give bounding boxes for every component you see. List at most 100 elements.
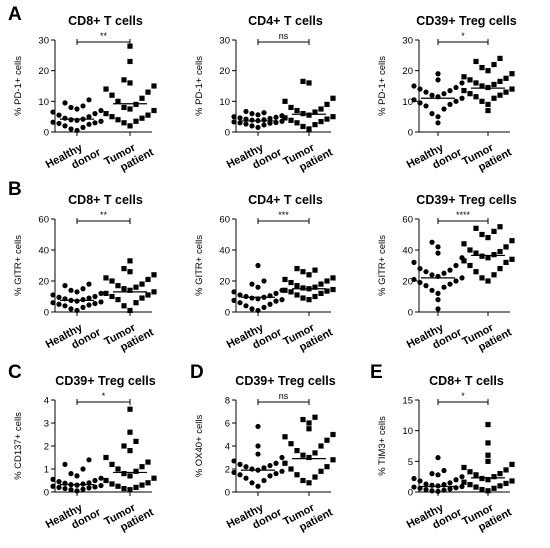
data-point-tumor	[145, 480, 151, 486]
data-point-tumor	[479, 231, 485, 238]
y-tick-label: 8	[225, 396, 230, 407]
data-point-healthy	[255, 443, 261, 449]
y-axis-label: % PD-1+ cells	[13, 56, 24, 116]
data-point-healthy	[273, 298, 279, 304]
data-point-healthy	[435, 297, 441, 303]
chart-title: CD39+ Treg cells	[416, 193, 516, 207]
chart-title: CD4+ T cells	[248, 14, 323, 28]
data-point-healthy	[435, 77, 441, 83]
data-point-healthy	[459, 80, 465, 86]
chart-title: CD4+ T cells	[248, 193, 323, 207]
data-point-healthy	[435, 290, 441, 296]
data-point-tumor	[330, 457, 336, 463]
data-point-tumor	[503, 89, 509, 95]
data-point-tumor	[312, 293, 318, 300]
data-point-tumor	[330, 286, 336, 293]
data-point-healthy	[50, 476, 56, 482]
data-point-tumor	[127, 473, 133, 479]
data-point-tumor	[473, 472, 479, 478]
data-point-tumor	[497, 92, 503, 98]
data-point-healthy	[237, 292, 243, 298]
data-point-tumor	[467, 262, 473, 269]
data-point-tumor	[282, 276, 288, 283]
data-point-tumor	[485, 488, 491, 494]
chart-panel-7: CD39+ Treg cells 0 1 2 3 4 % CD137+ cells Healt…	[13, 374, 157, 534]
data-point-tumor	[473, 269, 479, 275]
data-point-healthy	[417, 478, 423, 484]
data-point-healthy	[243, 475, 249, 481]
chart-panel-5: CD4+ T cells 0 20 40 60 % GITR+ cells Healthyd…	[194, 193, 336, 354]
data-point-tumor	[300, 269, 306, 275]
data-point-healthy	[435, 250, 441, 256]
significance-label: ns	[279, 391, 289, 401]
data-point-tumor	[485, 477, 491, 483]
data-point-healthy	[62, 100, 68, 106]
data-point-tumor	[467, 91, 473, 97]
data-point-healthy	[92, 484, 98, 490]
data-point-tumor	[121, 303, 127, 309]
data-point-healthy	[249, 281, 255, 287]
y-tick-label: 0	[225, 488, 230, 499]
data-point-healthy	[453, 262, 459, 269]
data-point-tumor	[306, 420, 312, 426]
data-point-tumor	[115, 98, 121, 104]
data-point-tumor	[485, 235, 491, 241]
y-tick-label: 30	[219, 36, 230, 47]
data-point-tumor	[294, 120, 300, 126]
data-point-healthy	[267, 115, 273, 122]
data-point-tumor	[109, 481, 115, 487]
data-point-healthy	[279, 468, 285, 474]
y-tick-label: 30	[402, 36, 413, 47]
x-tick-label: Tumorpatient	[460, 135, 514, 179]
data-point-healthy	[423, 89, 429, 95]
data-point-tumor	[461, 74, 467, 80]
data-point-tumor	[306, 480, 312, 486]
data-point-healthy	[68, 117, 74, 123]
data-point-healthy	[92, 111, 98, 117]
data-point-healthy	[80, 286, 86, 292]
data-point-tumor	[133, 284, 139, 290]
data-point-healthy	[50, 483, 56, 489]
data-point-tumor	[467, 77, 473, 83]
data-point-tumor	[467, 469, 473, 475]
data-point-healthy	[423, 269, 429, 275]
data-point-tumor	[312, 474, 318, 480]
data-point-tumor	[282, 460, 288, 466]
data-point-healthy	[447, 267, 453, 273]
data-point-tumor	[485, 68, 491, 74]
data-point-tumor	[491, 485, 497, 491]
data-point-tumor	[127, 429, 133, 435]
data-point-tumor	[485, 101, 491, 107]
data-point-tumor	[503, 259, 509, 265]
data-point-healthy	[429, 287, 435, 293]
data-point-tumor	[109, 114, 115, 120]
data-point-healthy	[80, 103, 86, 109]
x-tick-label: Tumorpatient	[281, 135, 335, 179]
data-point-tumor	[306, 80, 312, 86]
x-tick-label: Tumorpatient	[102, 135, 156, 179]
data-point-healthy	[80, 466, 86, 472]
data-point-tumor	[288, 289, 294, 295]
y-axis-label: % PD-1+ cells	[377, 56, 388, 116]
y-tick-label: 6	[225, 419, 230, 430]
data-point-tumor	[479, 253, 485, 259]
data-point-healthy	[243, 464, 249, 470]
data-point-healthy	[231, 114, 237, 120]
chart-panel-3: CD39+ Treg cells 0 10 20 30 % PD-1+ cells Heal…	[377, 14, 517, 179]
data-point-tumor	[115, 483, 121, 489]
data-point-healthy	[62, 283, 68, 289]
data-point-healthy	[86, 281, 92, 287]
data-point-tumor	[121, 286, 127, 292]
data-point-healthy	[74, 307, 80, 314]
data-point-tumor	[300, 452, 306, 458]
data-point-healthy	[62, 485, 68, 492]
data-point-tumor	[503, 467, 509, 473]
panel-letter-b: B	[8, 179, 22, 200]
data-point-healthy	[86, 114, 92, 120]
data-point-tumor	[282, 98, 288, 104]
chart-title: CD39+ Treg cells	[235, 374, 335, 388]
data-point-healthy	[68, 104, 74, 111]
data-point-tumor	[133, 101, 139, 107]
data-point-tumor	[473, 80, 479, 86]
